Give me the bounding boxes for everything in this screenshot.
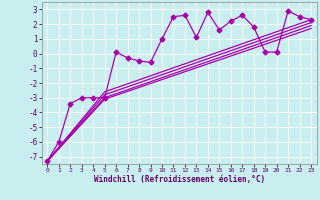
X-axis label: Windchill (Refroidissement éolien,°C): Windchill (Refroidissement éolien,°C) bbox=[94, 175, 265, 184]
